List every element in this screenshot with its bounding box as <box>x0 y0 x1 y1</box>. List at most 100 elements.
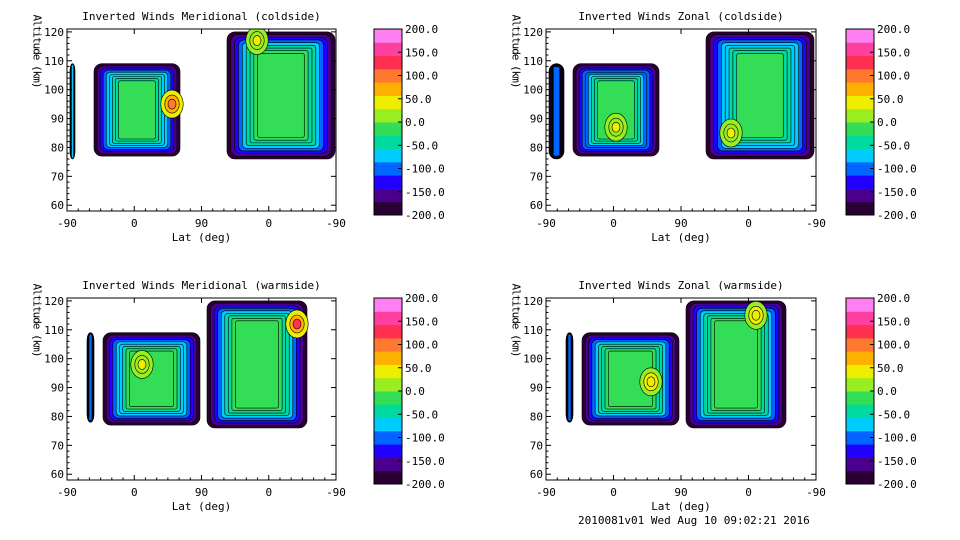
y-tick-label: 80 <box>530 141 543 154</box>
contour-feature <box>646 376 656 388</box>
contour-feature <box>726 127 736 139</box>
colorbar-label: 0.0 <box>877 116 897 129</box>
y-tick-label: 110 <box>44 324 64 337</box>
colorbar-label: -150.0 <box>877 455 917 468</box>
y-tick-label: 120 <box>44 26 64 39</box>
x-tick-label: -90 <box>806 217 826 230</box>
x-tick-label: -90 <box>326 217 346 230</box>
colorbar-swatch <box>374 457 402 472</box>
colorbar-label: 100.0 <box>405 70 438 83</box>
contour-field <box>69 29 336 160</box>
x-tick-label: 0 <box>265 486 272 499</box>
colorbar-swatch <box>846 82 874 96</box>
colorbar-swatch <box>374 430 402 445</box>
panel-title: Inverted Winds Zonal (coldside) <box>578 10 783 23</box>
x-tick-label: -90 <box>57 486 77 499</box>
colorbar-swatch <box>846 161 874 176</box>
colorbar-swatch <box>846 29 874 43</box>
colorbar-swatch <box>374 311 402 326</box>
x-tick-label: 90 <box>195 486 208 499</box>
colorbar-swatch <box>846 430 874 445</box>
colorbar-label: -50.0 <box>877 408 910 421</box>
colorbar-swatch <box>374 470 402 485</box>
y-tick-label: 60 <box>51 468 64 481</box>
colorbar-label: 100.0 <box>405 339 438 352</box>
x-tick-label: 90 <box>674 217 687 230</box>
contour-level <box>235 320 279 409</box>
colorbar-label: -100.0 <box>405 163 445 176</box>
y-tick-label: 60 <box>51 199 64 212</box>
colorbar-swatch <box>374 29 402 43</box>
y-tick-label: 70 <box>530 439 543 452</box>
colorbar-swatch <box>374 377 402 392</box>
y-tick-label: 80 <box>530 410 543 423</box>
colorbar-swatch <box>374 161 402 176</box>
x-tick-label: -90 <box>806 486 826 499</box>
colorbar-label: 150.0 <box>877 315 910 328</box>
colorbar-swatch <box>374 68 402 83</box>
colorbar-label: 200.0 <box>405 23 438 36</box>
colorbar-label: 150.0 <box>405 46 438 59</box>
colorbar-label: -200.0 <box>405 478 445 491</box>
y-tick-label: 120 <box>523 295 543 308</box>
colorbar-swatch <box>846 391 874 405</box>
colorbar-swatch <box>374 95 402 110</box>
colorbar-label: 200.0 <box>405 292 438 305</box>
colorbar-swatch <box>846 298 874 312</box>
colorbar-swatch <box>374 122 402 136</box>
panel-3: Inverted Winds Meridional (warmside) 60 70… <box>31 279 445 513</box>
x-tick-label: -90 <box>57 217 77 230</box>
x-axis-label: Lat (deg) <box>172 231 232 244</box>
colorbar-label: 150.0 <box>877 46 910 59</box>
contour-feature <box>751 310 761 321</box>
colorbar-label: -100.0 <box>405 432 445 445</box>
colorbar-swatch <box>846 68 874 83</box>
colorbar-swatch <box>846 364 874 379</box>
y-tick-label: 110 <box>44 55 64 68</box>
colorbar-swatch <box>846 148 874 163</box>
colorbar-swatch <box>846 351 874 365</box>
colorbar-swatch <box>846 404 874 419</box>
colorbar-swatch <box>374 351 402 365</box>
y-axis-label: Altitude (km) <box>31 283 44 356</box>
colorbar-swatch <box>846 337 874 352</box>
colorbar-label: -50.0 <box>405 139 438 152</box>
y-tick-label: 100 <box>523 84 543 97</box>
colorbar-swatch <box>846 108 874 123</box>
colorbar-label: -50.0 <box>877 139 910 152</box>
y-tick-label: 80 <box>51 410 64 423</box>
colorbar-label: 150.0 <box>405 315 438 328</box>
colorbar-swatch <box>846 377 874 392</box>
contour-feature <box>611 121 621 133</box>
y-axis-label: Altitude (km) <box>510 14 523 87</box>
colorbar-label: 0.0 <box>877 385 897 398</box>
colorbar-swatch <box>846 122 874 136</box>
contour-level <box>88 333 93 422</box>
x-tick-label: 90 <box>195 217 208 230</box>
contour-level <box>71 64 74 159</box>
y-tick-label: 100 <box>44 353 64 366</box>
contour-feature <box>167 98 177 110</box>
colorbar-label: 50.0 <box>405 362 432 375</box>
colorbar-swatch <box>374 55 402 70</box>
x-tick-label: 0 <box>131 486 138 499</box>
y-tick-label: 110 <box>523 324 543 337</box>
footer-timestamp: 2010081v01 Wed Aug 10 09:02:21 2016 <box>578 514 810 527</box>
colorbar-swatch <box>374 108 402 123</box>
colorbar-label: -150.0 <box>405 455 445 468</box>
y-tick-label: 70 <box>530 170 543 183</box>
y-axis-label: Altitude (km) <box>510 283 523 356</box>
x-tick-label: 0 <box>745 217 752 230</box>
x-tick-label: 0 <box>745 486 752 499</box>
colorbar-swatch <box>374 188 402 203</box>
colorbar-label: -50.0 <box>405 408 438 421</box>
colorbar-swatch <box>846 444 874 458</box>
y-tick-label: 90 <box>51 382 64 395</box>
panel-1: Inverted Winds Meridional (coldside) 60 70… <box>31 10 445 244</box>
colorbar-label: 50.0 <box>877 362 904 375</box>
colorbar-swatch <box>374 82 402 96</box>
panel-title: Inverted Winds Zonal (warmside) <box>578 279 783 292</box>
panel-2: Inverted Winds Zonal (coldside) 60 70 80 90 1… <box>510 10 917 244</box>
y-tick-label: 70 <box>51 170 64 183</box>
